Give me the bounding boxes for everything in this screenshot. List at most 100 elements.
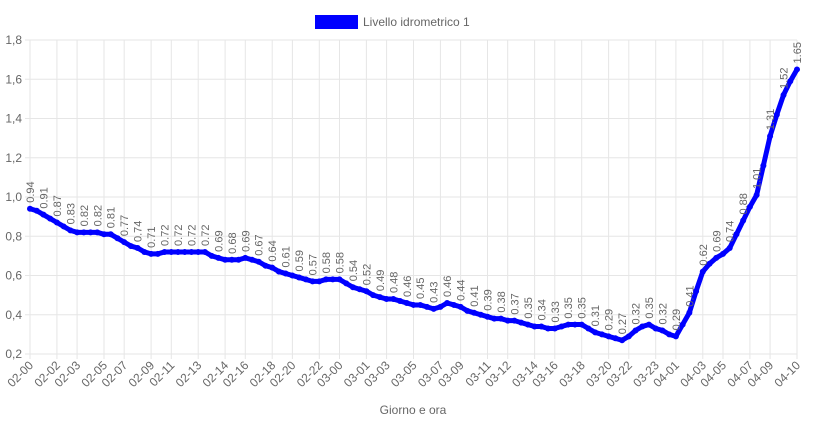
point [706, 260, 713, 267]
data-label: 0.49 [375, 270, 387, 291]
y-tick-label: 0,2 [5, 347, 22, 361]
point [518, 319, 525, 326]
point [228, 256, 235, 263]
point [148, 250, 155, 257]
data-label: 0.71 [146, 226, 158, 247]
point [612, 335, 619, 342]
point [101, 231, 108, 238]
point [323, 276, 330, 283]
data-label: 0.74 [725, 221, 737, 242]
point [746, 203, 753, 210]
point [753, 192, 760, 199]
x-axis-title: Giorno e ora [380, 403, 447, 417]
point [545, 325, 552, 332]
data-label: 1.31 [765, 109, 777, 130]
y-tick-label: 1,4 [5, 112, 22, 126]
point [282, 270, 289, 277]
data-label: 0.27 [617, 313, 629, 334]
point [652, 325, 659, 332]
data-label: 0.69 [213, 230, 225, 251]
point [121, 239, 128, 246]
point [585, 325, 592, 332]
data-label: 0.88 [738, 193, 750, 214]
legend-swatch[interactable] [315, 15, 358, 29]
data-label: 0.38 [496, 291, 508, 312]
data-label: 0.82 [92, 205, 104, 226]
point [40, 211, 47, 218]
point [302, 276, 309, 283]
data-label: 0.43 [429, 281, 441, 302]
y-tick-label: 1,2 [5, 151, 22, 165]
point [154, 250, 161, 257]
y-tick-label: 1,6 [5, 72, 22, 86]
point [794, 66, 800, 73]
point [639, 323, 646, 330]
point [343, 280, 350, 287]
data-label: 0.87 [52, 195, 64, 216]
point [363, 288, 370, 295]
point [255, 258, 262, 265]
point [134, 245, 141, 252]
y-tick-label: 0,6 [5, 269, 22, 283]
data-label: 0.69 [240, 230, 252, 251]
point [376, 294, 383, 301]
point [558, 323, 565, 330]
data-label: 0.41 [684, 285, 696, 306]
point [74, 229, 81, 236]
data-label: 0.35 [563, 297, 575, 318]
x-tick-label: 04-10 [772, 358, 804, 390]
point [491, 315, 498, 322]
data-label: 0.46 [402, 276, 414, 297]
point [423, 303, 430, 310]
point [504, 317, 511, 324]
data-label: 0.58 [321, 252, 333, 273]
y-tick-label: 0,4 [5, 308, 22, 322]
point [538, 323, 545, 330]
point [598, 331, 605, 338]
point [625, 333, 632, 340]
data-label: 0.35 [523, 297, 535, 318]
data-label: 1.65 [792, 42, 804, 63]
point [397, 298, 404, 305]
point [430, 305, 437, 312]
point [107, 231, 114, 238]
data-label: 0.45 [415, 278, 427, 299]
point [309, 278, 316, 285]
point [181, 248, 188, 255]
data-label: 0.82 [79, 205, 91, 226]
point [141, 248, 148, 255]
data-label: 0.29 [604, 309, 616, 330]
point [80, 229, 87, 236]
data-label: 0.91 [38, 187, 50, 208]
point [114, 235, 121, 242]
data-label: 0.41 [469, 285, 481, 306]
point [370, 292, 377, 299]
data-label: 0.74 [133, 221, 145, 242]
legend-label[interactable]: Livello idrometrico 1 [363, 15, 470, 29]
point [773, 111, 780, 118]
point [645, 321, 652, 328]
data-label: 0.33 [550, 301, 562, 322]
point [511, 317, 518, 324]
point [497, 315, 504, 322]
data-label: 0.39 [483, 289, 495, 310]
data-label: 0.32 [657, 303, 669, 324]
point [551, 325, 558, 332]
point [262, 262, 269, 269]
point [235, 256, 242, 263]
point [33, 207, 40, 214]
point [760, 162, 767, 169]
point [390, 296, 397, 303]
point [672, 333, 679, 340]
point [168, 248, 175, 255]
point [215, 254, 222, 261]
point [383, 296, 390, 303]
data-label: 0.83 [65, 203, 77, 224]
point [484, 313, 491, 320]
data-label: 0.77 [119, 215, 131, 236]
point [242, 254, 249, 261]
point [60, 223, 67, 230]
data-label: 0.46 [442, 276, 454, 297]
